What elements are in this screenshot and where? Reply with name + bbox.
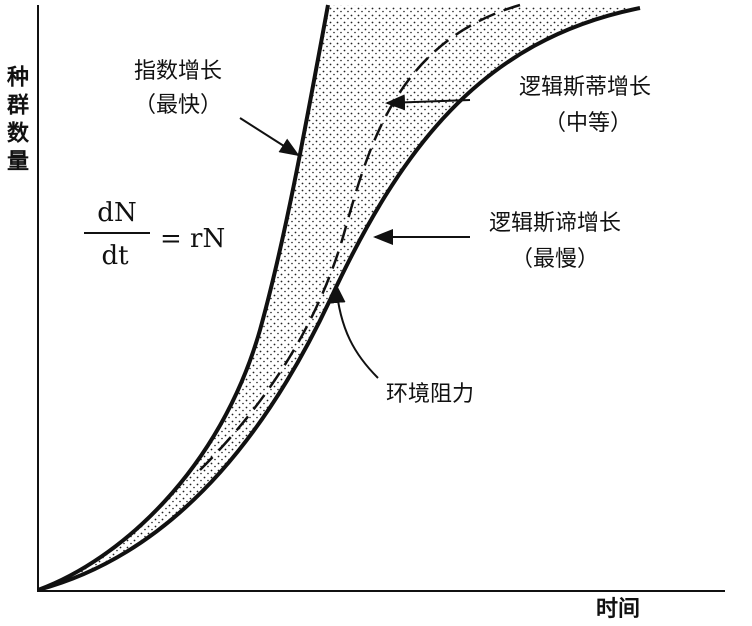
x-axis-label: 时间 — [596, 597, 640, 622]
resistance-area — [38, 5, 640, 590]
arrow — [239, 117, 300, 157]
logistic-medium-curve — [199, 3, 521, 471]
region-label: 环境阻力 — [386, 382, 474, 407]
pointer — [329, 283, 379, 379]
equation-numerator: dN — [97, 198, 136, 228]
exponential-label: 指数增长 — [134, 59, 222, 84]
y-axis-label: 种群数量 — [3, 65, 29, 177]
logistic-medium-label: 逻辑斯蒂增长 — [519, 75, 651, 100]
equation-rhs: = rN — [160, 224, 225, 254]
logistic-slow-label: 逻辑斯谛增长 — [489, 211, 621, 236]
exponential-note: （最快） — [134, 93, 222, 118]
exponential-curve — [37, 4, 330, 592]
equation-denominator: dt — [101, 241, 129, 271]
logistic-medium-note: （中等） — [544, 111, 632, 136]
logistic-slow-note: （最慢） — [511, 247, 599, 272]
arrow — [385, 94, 471, 111]
